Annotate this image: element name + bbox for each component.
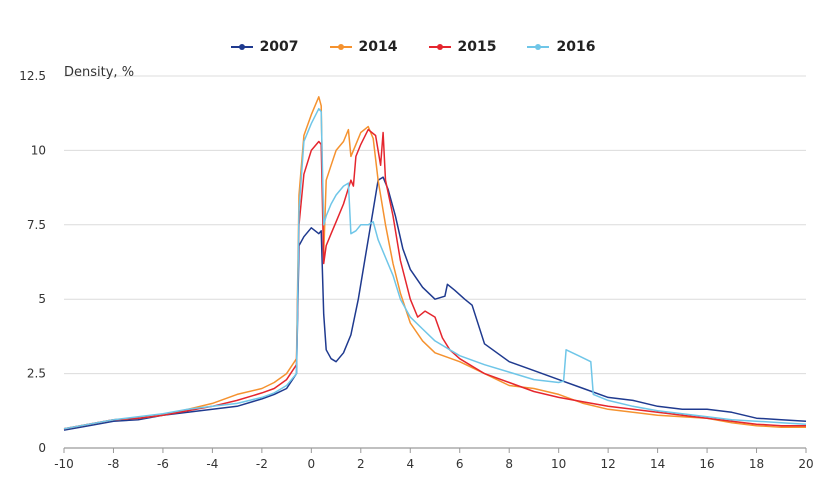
x-tick-label: -10 bbox=[54, 457, 74, 471]
x-tick-label: 18 bbox=[749, 457, 764, 471]
y-tick-label: 10 bbox=[31, 143, 46, 157]
x-tick-labels: -10 -8 -6 -4 -2 0 2 4 6 8 10 12 14 16 18 20 bbox=[54, 457, 813, 471]
series-line-2015 bbox=[63, 128, 806, 430]
legend-marker-2007 bbox=[230, 44, 253, 50]
series-line-2007 bbox=[63, 176, 807, 431]
legend-label: 2007 bbox=[259, 39, 299, 55]
legend-marker-2015 bbox=[428, 44, 451, 50]
legend-item-2014[interactable]: 2014 bbox=[329, 39, 398, 55]
y-tick-labels: 0 2.5 5 7.5 10 12.5 bbox=[19, 69, 46, 455]
y-axis-label: Density, % bbox=[64, 65, 134, 80]
x-tick-label: -8 bbox=[107, 457, 119, 471]
legend-label: 2014 bbox=[358, 39, 398, 55]
x-tick-label: 20 bbox=[798, 457, 813, 471]
series-line-2016 bbox=[63, 107, 807, 430]
legend-label: 2016 bbox=[556, 39, 596, 55]
y-tick-label: 2.5 bbox=[27, 367, 46, 381]
x-tick-label: 6 bbox=[456, 457, 464, 471]
legend-item-2015[interactable]: 2015 bbox=[428, 39, 497, 55]
x-tick-label: -4 bbox=[206, 457, 218, 471]
series-line-2014 bbox=[63, 96, 806, 430]
x-tick-label: 4 bbox=[406, 457, 414, 471]
x-tick-label: 14 bbox=[650, 457, 665, 471]
series-layer bbox=[63, 96, 807, 431]
x-tick-label: 12 bbox=[600, 457, 615, 471]
y-tick-label: 0 bbox=[38, 441, 46, 455]
x-tick-label: 16 bbox=[699, 457, 714, 471]
legend-item-2016[interactable]: 2016 bbox=[526, 39, 595, 55]
x-tick-label: 8 bbox=[505, 457, 513, 471]
x-tick-label: 2 bbox=[357, 457, 365, 471]
legend-marker-2016 bbox=[527, 44, 550, 50]
legend-marker-2014 bbox=[329, 44, 352, 50]
legend: 2007 2014 2015 2016 bbox=[0, 36, 825, 58]
y-tick-label: 12.5 bbox=[19, 69, 46, 83]
x-tick-label: -6 bbox=[157, 457, 169, 471]
x-tick-label: 0 bbox=[308, 457, 316, 471]
x-tick-label: 10 bbox=[551, 457, 566, 471]
y-tick-label: 7.5 bbox=[27, 218, 46, 232]
legend-label: 2015 bbox=[457, 39, 497, 55]
legend-item-2007[interactable]: 2007 bbox=[230, 39, 299, 55]
y-tick-label: 5 bbox=[38, 292, 46, 306]
grid-lines bbox=[63, 75, 807, 453]
x-tick-label: -2 bbox=[256, 457, 268, 471]
